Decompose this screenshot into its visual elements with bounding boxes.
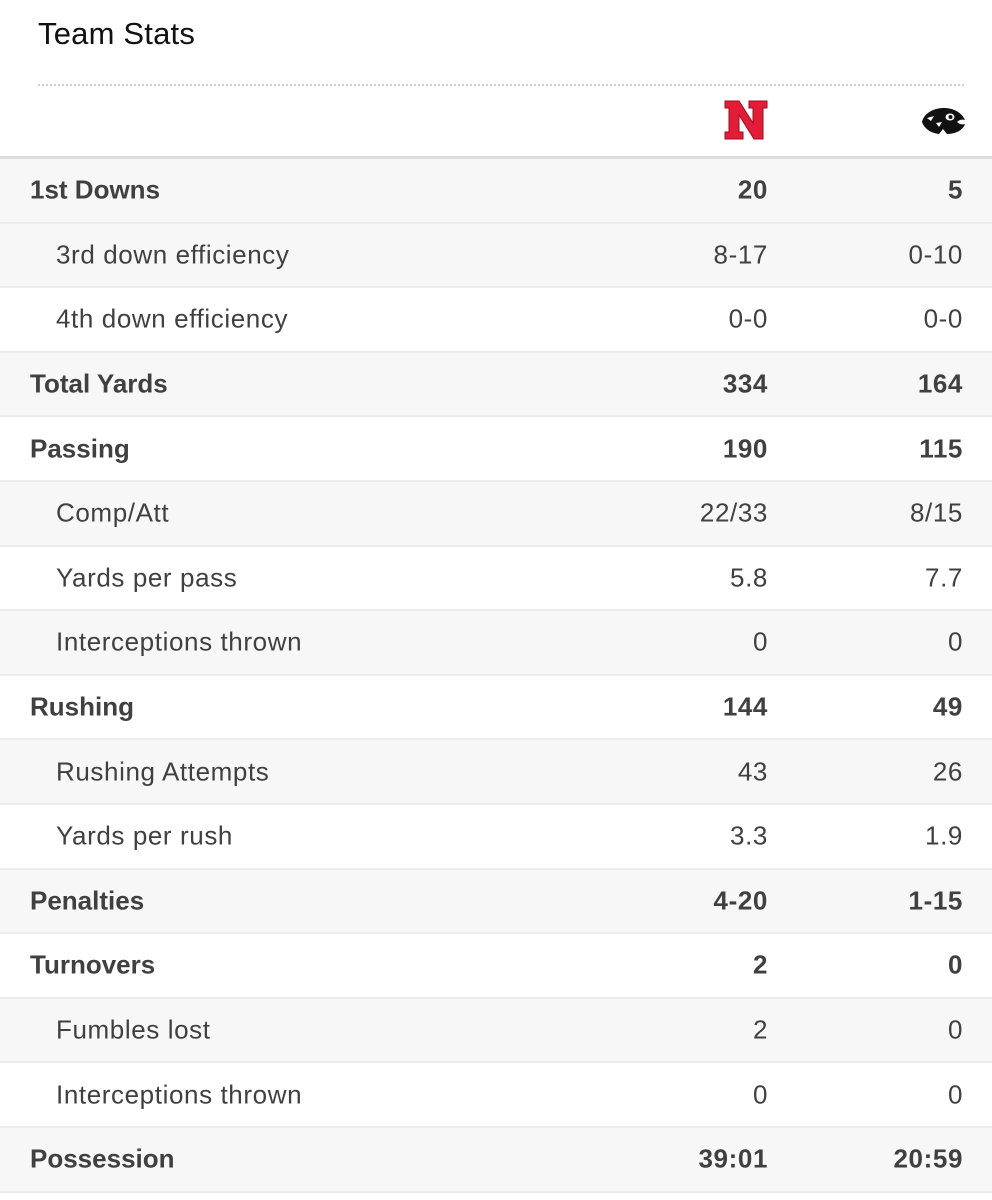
away-team-value: 1.9 [925, 820, 963, 851]
stat-row: Rushing Attempts 43 26 [0, 740, 992, 805]
stat-row: Rushing 144 49 [0, 676, 992, 741]
home-team-value: 334 [722, 368, 768, 399]
home-team-value: 0 [752, 626, 768, 657]
away-team-value: 0 [947, 1014, 963, 1045]
home-team-value: 39:01 [698, 1143, 768, 1174]
home-team-value: 0 [752, 1079, 768, 1110]
stat-row: Turnovers 2 0 [0, 934, 992, 999]
stat-row: Passing 190 115 [0, 417, 992, 482]
page-title: Team Stats [38, 16, 196, 51]
stat-label: Yards per pass [56, 562, 238, 593]
stat-label: Turnovers [30, 949, 156, 980]
stat-label: 4th down efficiency [56, 303, 289, 334]
stat-label: Penalties [30, 885, 145, 916]
team-logo-header [0, 86, 992, 159]
nebraska-n-logo-icon [724, 100, 768, 140]
home-team-value: 2 [752, 1014, 768, 1045]
away-team-value: 0-10 [908, 239, 963, 270]
away-team-value: 164 [917, 368, 963, 399]
away-team-value: 20:59 [893, 1143, 963, 1174]
home-team-value: 144 [722, 691, 768, 722]
stat-label: Rushing [30, 691, 134, 722]
home-team-value: 5.8 [730, 562, 768, 593]
home-team-value: 0-0 [728, 303, 768, 334]
stat-row: 4th down efficiency 0-0 0-0 [0, 288, 992, 353]
stat-row: 3rd down efficiency 8-17 0-10 [0, 223, 992, 289]
home-team-value: 3.3 [730, 820, 768, 851]
stat-row: Possession 39:01 20:59 [0, 1127, 992, 1193]
stats-table: 1st Downs 20 5 3rd down efficiency 8-17 0-10 4… [0, 159, 992, 1193]
stat-label: Interceptions thrown [56, 1079, 303, 1110]
home-team-value: 190 [722, 433, 768, 464]
stat-row: Interceptions thrown 0 0 [0, 611, 992, 676]
away-team-value: 0 [947, 1079, 963, 1110]
stat-row: Comp/Att 22/33 8/15 [0, 481, 992, 547]
away-team-value: 0 [947, 949, 963, 980]
stat-label: Fumbles lost [56, 1014, 211, 1045]
stat-label: Rushing Attempts [56, 756, 270, 787]
stat-label: Interceptions thrown [56, 626, 303, 657]
stat-label: 3rd down efficiency [56, 239, 290, 270]
away-team-value: 8/15 [909, 497, 963, 528]
away-team-value: 115 [919, 433, 963, 464]
stat-row: Total Yards 334 164 [0, 352, 992, 418]
away-team-value: 5 [947, 174, 963, 205]
stat-row: Yards per rush 3.3 1.9 [0, 805, 992, 870]
stat-row: Yards per pass 5.8 7.7 [0, 547, 992, 612]
iowa-hawkeye-logo-icon [922, 108, 965, 134]
stat-row: 1st Downs 20 5 [0, 159, 992, 224]
home-team-value: 4-20 [713, 885, 768, 916]
stat-label: Total Yards [30, 368, 168, 399]
stat-row: Fumbles lost 2 0 [0, 998, 992, 1064]
away-team-value: 0-0 [923, 303, 963, 334]
home-team-value: 20 [737, 174, 768, 205]
stat-row: Penalties 4-20 1-15 [0, 869, 992, 935]
home-team-value: 2 [752, 949, 768, 980]
away-team-value: 26 [932, 756, 963, 787]
title-divider [38, 84, 964, 86]
home-team-value: 22/33 [699, 497, 768, 528]
stat-label: Comp/Att [56, 497, 170, 528]
stat-label: Passing [30, 433, 130, 464]
stat-label: 1st Downs [30, 174, 161, 205]
stat-label: Yards per rush [56, 820, 233, 851]
away-team-value: 7.7 [925, 562, 963, 593]
away-team-value: 1-15 [908, 885, 963, 916]
away-team-value: 49 [932, 691, 963, 722]
stat-row: Interceptions thrown 0 0 [0, 1063, 992, 1128]
stat-label: Possession [30, 1143, 175, 1174]
home-team-value: 8-17 [713, 239, 768, 270]
away-team-value: 0 [947, 626, 963, 657]
home-team-value: 43 [737, 756, 768, 787]
